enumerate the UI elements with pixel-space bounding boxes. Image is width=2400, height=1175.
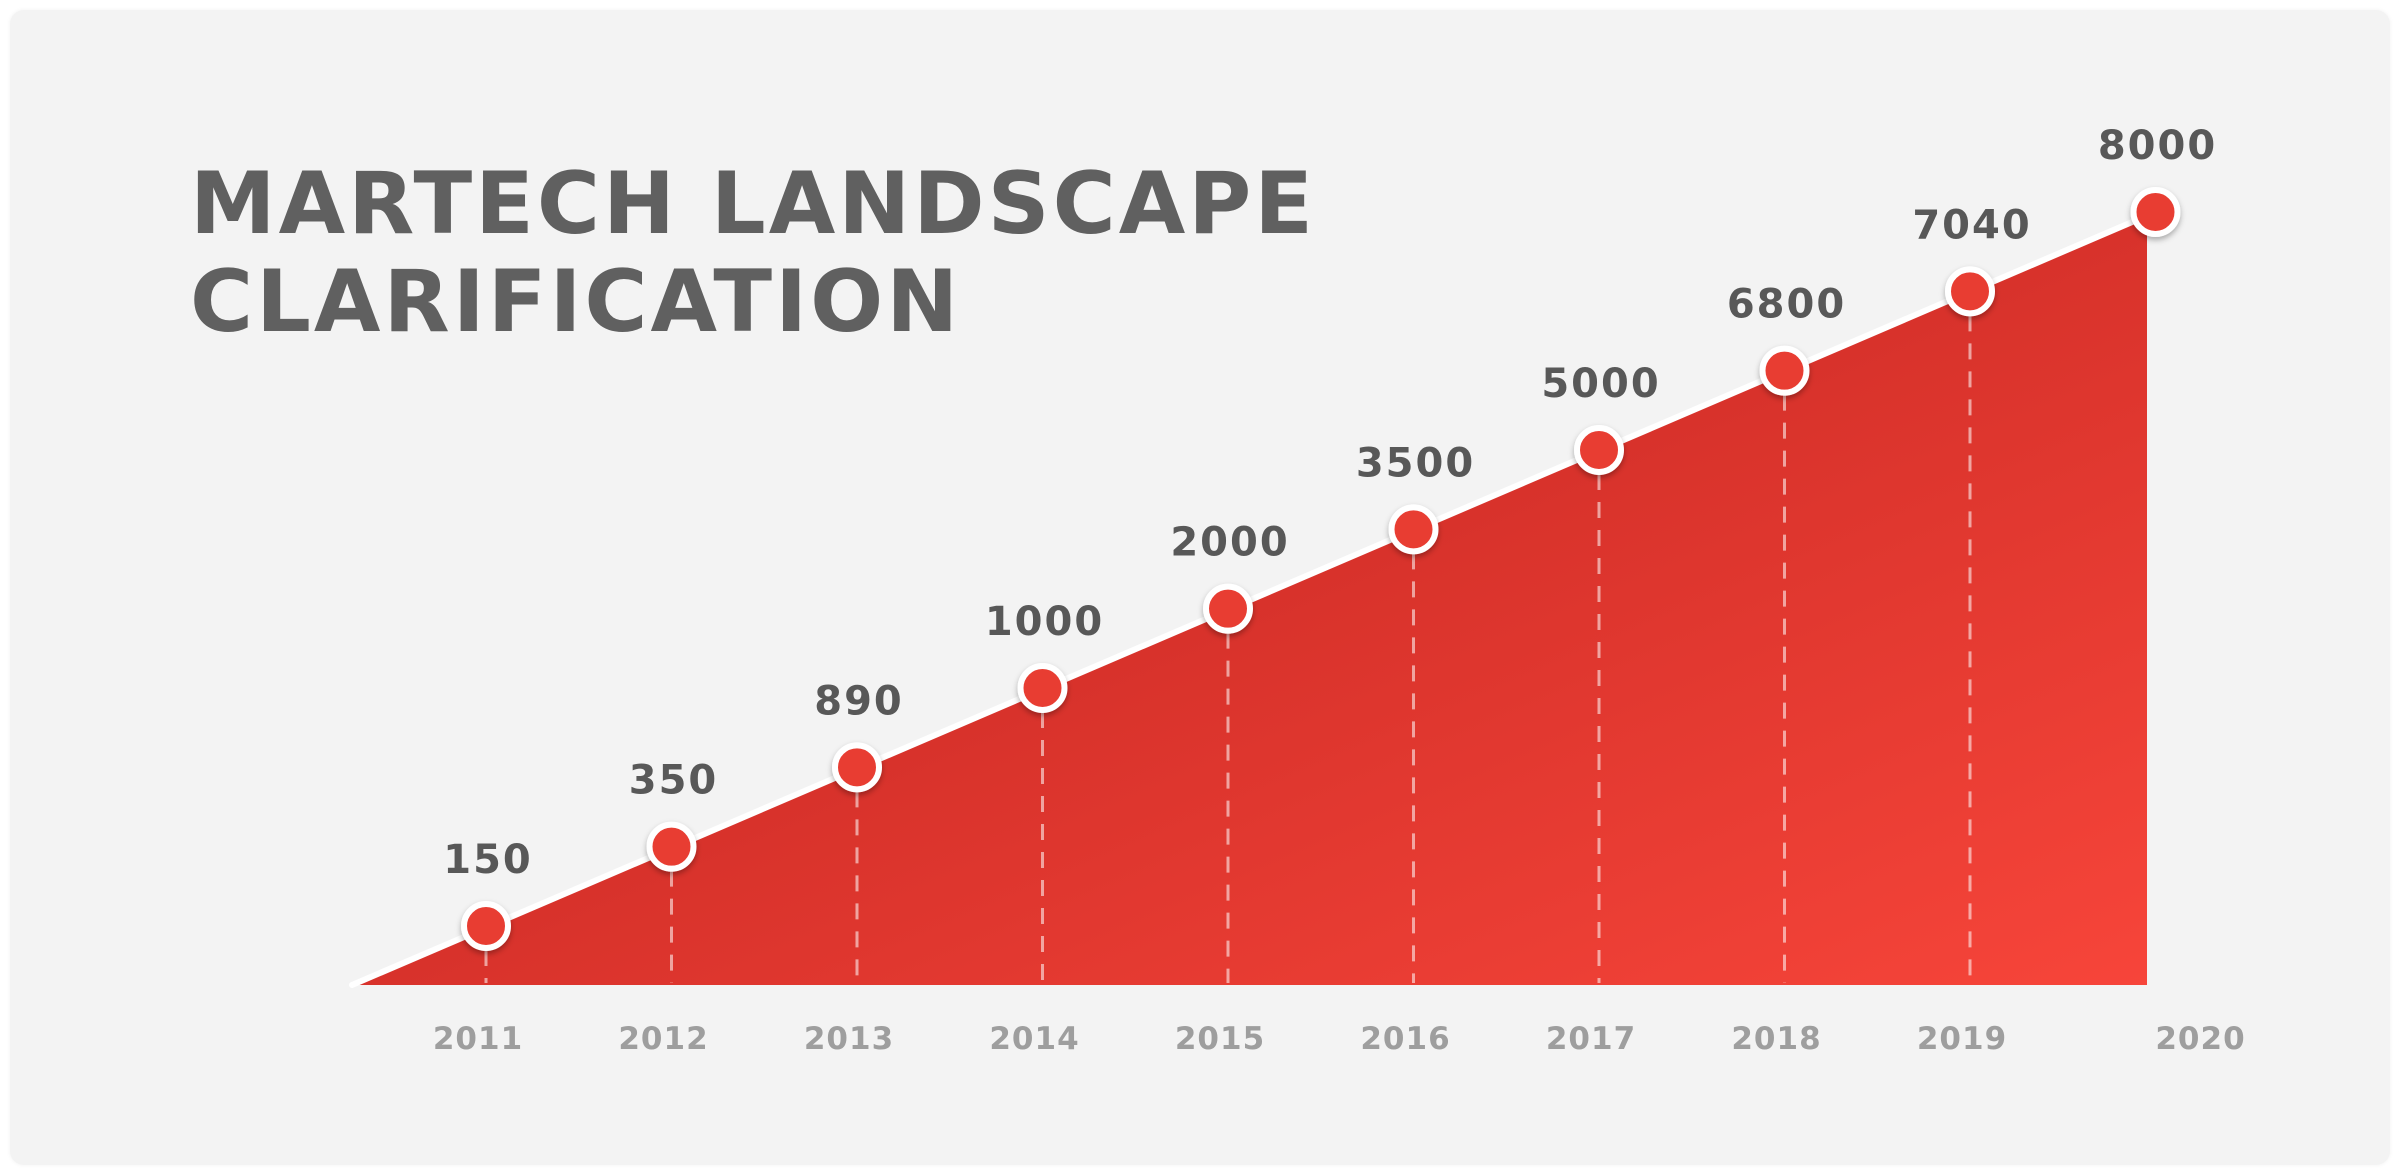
data-point [2130,187,2181,237]
drop-lines [484,315,1972,983]
value-label: 150 [443,837,533,883]
x-tick-label: 2012 [618,1021,708,1057]
value-label: 6800 [1727,282,1846,328]
x-tick-label: 2020 [2155,1021,2245,1057]
x-tick-label: 2011 [433,1021,523,1057]
value-label: 890 [814,678,904,724]
x-tick-label: 2019 [1917,1021,2007,1057]
data-point [461,901,511,951]
data-point [646,821,697,872]
data-point [1759,345,1810,396]
chart-title: MARTECH LANDSCAPE CLARIFICATION [190,155,1316,351]
value-label: 1000 [985,599,1104,645]
value-label: 8000 [2098,123,2217,169]
value-label: 7040 [1912,202,2031,248]
x-tick-label: 2014 [989,1021,1079,1057]
title-line-1: MARTECH LANDSCAPE [190,154,1317,254]
x-tick-label: 2016 [1360,1021,1450,1057]
data-point [1017,663,1068,713]
data-point [1945,266,1995,317]
data-point [1388,504,1439,555]
value-label: 350 [629,758,719,804]
data-point [832,742,882,793]
x-tick-label: 2013 [804,1021,894,1057]
x-axis-ticks: 2011 2012 2013 2014 2015 2016 2017 2018 2019 2020 [433,1021,2245,1057]
x-tick-label: 2018 [1731,1021,1821,1057]
data-points [461,187,2181,951]
x-tick-label: 2015 [1175,1021,1265,1057]
value-label: 5000 [1541,361,1660,407]
title-line-2: CLARIFICATION [190,252,962,352]
value-label: 3500 [1356,440,1475,486]
x-tick-label: 2017 [1546,1021,1636,1057]
data-point [1574,425,1624,475]
value-label: 2000 [1170,520,1289,566]
data-point [1203,583,1253,634]
value-labels: 150 350 890 1000 2000 3500 5000 6800 7040 8000 [443,123,2217,883]
